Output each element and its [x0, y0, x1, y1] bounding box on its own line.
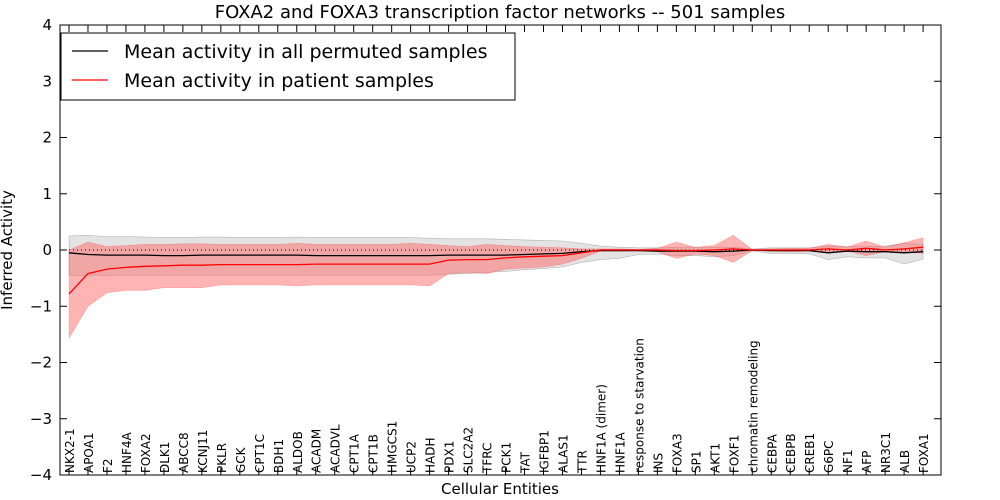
- x-tick-label: ABCC8: [177, 432, 191, 473]
- x-tick-label: G6PC: [822, 440, 836, 473]
- x-tick-label: response to starvation: [632, 338, 646, 473]
- y-tick-label: 1: [42, 185, 52, 203]
- legend-label-permuted: Mean activity in all permuted samples: [124, 41, 487, 63]
- x-tick-label: SP1: [689, 451, 703, 474]
- x-tick-label: CREB1: [803, 433, 817, 473]
- plot-frame: [59, 24, 942, 476]
- x-tick-label: HNF1A: [613, 431, 627, 473]
- x-tick-label: NKX2-1: [63, 428, 77, 473]
- x-tick-label: AFP: [860, 451, 874, 473]
- x-tick-label: INS: [651, 453, 665, 473]
- x-tick-label: KCNJ11: [196, 430, 210, 473]
- y-tick-label: 0: [42, 241, 52, 259]
- x-tick-label: chromatin remodeling: [746, 340, 760, 473]
- plot-area: [68, 235, 924, 340]
- y-axis: −4 −3 −2 −1 0 1 2 3 4: [30, 16, 941, 484]
- x-axis: NKX2-1 APOA1 F2 HNF4A FOXA2 DLK1 ABCC8 KCNJ11 PK…: [63, 25, 931, 475]
- legend: Mean activity in all permuted samples Me…: [60, 32, 516, 101]
- x-tick-label: ALB: [898, 450, 912, 473]
- x-tick-label: CEBPB: [784, 433, 798, 473]
- legend-box: [60, 32, 516, 101]
- x-tick-label: CEBPA: [765, 433, 779, 473]
- y-tick-label: 2: [42, 129, 52, 147]
- x-tick-label: HADH: [424, 438, 438, 474]
- x-tick-label: ALDOB: [291, 431, 305, 473]
- x-tick-label: FOXA1: [917, 433, 931, 473]
- x-tick-label: TAT: [519, 451, 533, 474]
- x-tick-label: FOXF1: [727, 435, 741, 473]
- x-tick-label: FOXA2: [139, 433, 153, 473]
- x-tick-label: AKT1: [708, 443, 722, 473]
- x-tick-label: TFRC: [481, 443, 495, 474]
- y-tick-label: 3: [42, 72, 52, 90]
- x-tick-label: NF1: [841, 449, 855, 473]
- x-tick-label: CPT1C: [253, 434, 267, 473]
- x-tick-label: IGFBP1: [538, 430, 552, 473]
- y-tick-label: −1: [30, 297, 52, 315]
- x-tick-label: PKLR: [215, 443, 229, 473]
- x-tick-label: TTR: [575, 450, 589, 474]
- x-tick-label: F2: [101, 458, 115, 473]
- x-tick-label: PDX1: [443, 441, 457, 473]
- y-tick-label: −3: [30, 410, 52, 428]
- x-tick-label: BDH1: [272, 439, 286, 473]
- x-tick-label: CPT1B: [367, 434, 381, 473]
- x-tick-label: DLK1: [158, 442, 172, 473]
- x-tick-label: HNF1A (dimer): [594, 384, 608, 473]
- x-tick-label: ALAS1: [556, 434, 570, 473]
- x-tick-label: CPT1A: [348, 433, 362, 473]
- x-tick-label: APOA1: [82, 432, 96, 473]
- x-axis-label: Cellular Entities: [441, 480, 559, 498]
- legend-label-patient: Mean activity in patient samples: [124, 70, 434, 92]
- band-patient: [68, 235, 924, 340]
- x-tick-label: SLC2A2: [462, 427, 476, 473]
- x-tick-label: GCK: [234, 446, 248, 473]
- y-tick-label: 4: [42, 16, 52, 34]
- x-tick-label: ACADVL: [329, 424, 343, 473]
- x-tick-label: ACADM: [310, 429, 324, 473]
- x-tick-label: NR3C1: [879, 432, 893, 473]
- x-tick-label: HNF4A: [120, 431, 134, 473]
- x-tick-label: HMGCS1: [386, 421, 400, 473]
- x-tick-label: FOXA3: [670, 433, 684, 473]
- y-tick-label: −4: [30, 466, 52, 484]
- y-axis-label: Inferred Activity: [0, 190, 16, 310]
- series-line-patient: [68, 246, 924, 295]
- chart-title: FOXA2 and FOXA3 transcription factor net…: [215, 2, 785, 23]
- x-tick-label: UCP2: [405, 441, 419, 473]
- y-tick-label: −2: [30, 354, 52, 372]
- x-tick-label: PCK1: [500, 442, 514, 473]
